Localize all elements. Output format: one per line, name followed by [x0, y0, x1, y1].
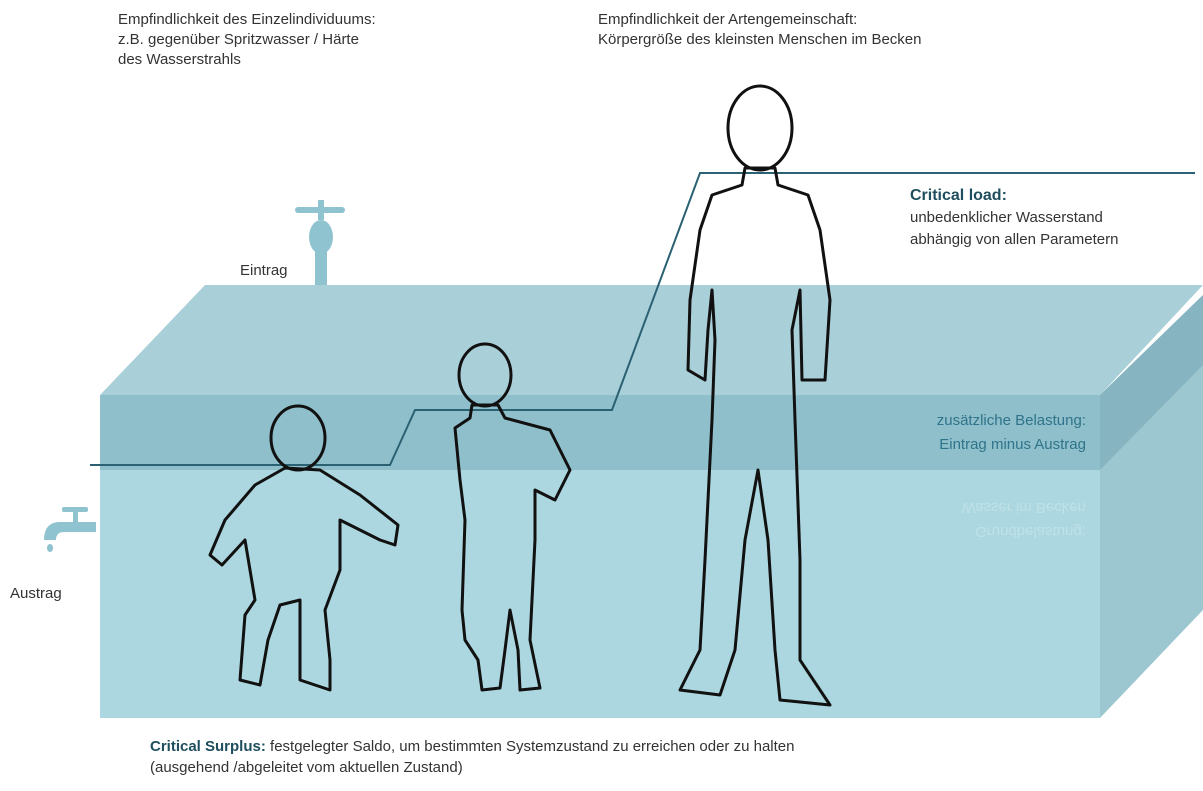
outflow-label: Austrag: [10, 585, 62, 602]
critical-load-text: unbedenklicher Wasserstand: [910, 209, 1103, 226]
inflow-faucet: [295, 200, 345, 285]
base-load-text: Wasser im Becken: [962, 499, 1086, 516]
additional-load-text: Eintrag minus Austrag: [939, 436, 1086, 453]
critical-load-title: Critical load:: [910, 187, 1007, 204]
community-text: Empfindlichkeit der Artengemeinschaft:: [598, 11, 857, 28]
diagram: Empfindlichkeit des Einzelindividuums: z…: [0, 0, 1203, 791]
community-text: Körpergröße des kleinsten Menschen im Be…: [598, 31, 922, 48]
inflow-label: Eintrag: [240, 262, 288, 279]
outflow-faucet: [44, 507, 96, 552]
pool-band: [100, 395, 1100, 470]
critical-surplus-text: festgelegter Saldo, um bestimmten System…: [270, 738, 794, 755]
critical-surplus-note: (ausgehend /abgeleitet vom aktuellen Zus…: [150, 759, 463, 776]
critical-surplus-title: Critical Surplus:: [150, 738, 266, 755]
critical-load-text: abhängig von allen Parametern: [910, 231, 1118, 248]
base-load-text: Grundbelastung:: [975, 523, 1086, 540]
critical-surplus: Critical Surplus: festgelegter Saldo, um…: [150, 738, 794, 755]
individual-text: des Wasserstrahls: [118, 51, 241, 68]
individual-text: z.B. gegenüber Spritzwasser / Härte: [118, 31, 359, 48]
additional-load-text: zusätzliche Belastung:: [937, 412, 1086, 429]
individual-text: Empfindlichkeit des Einzelindividuums:: [118, 11, 376, 28]
